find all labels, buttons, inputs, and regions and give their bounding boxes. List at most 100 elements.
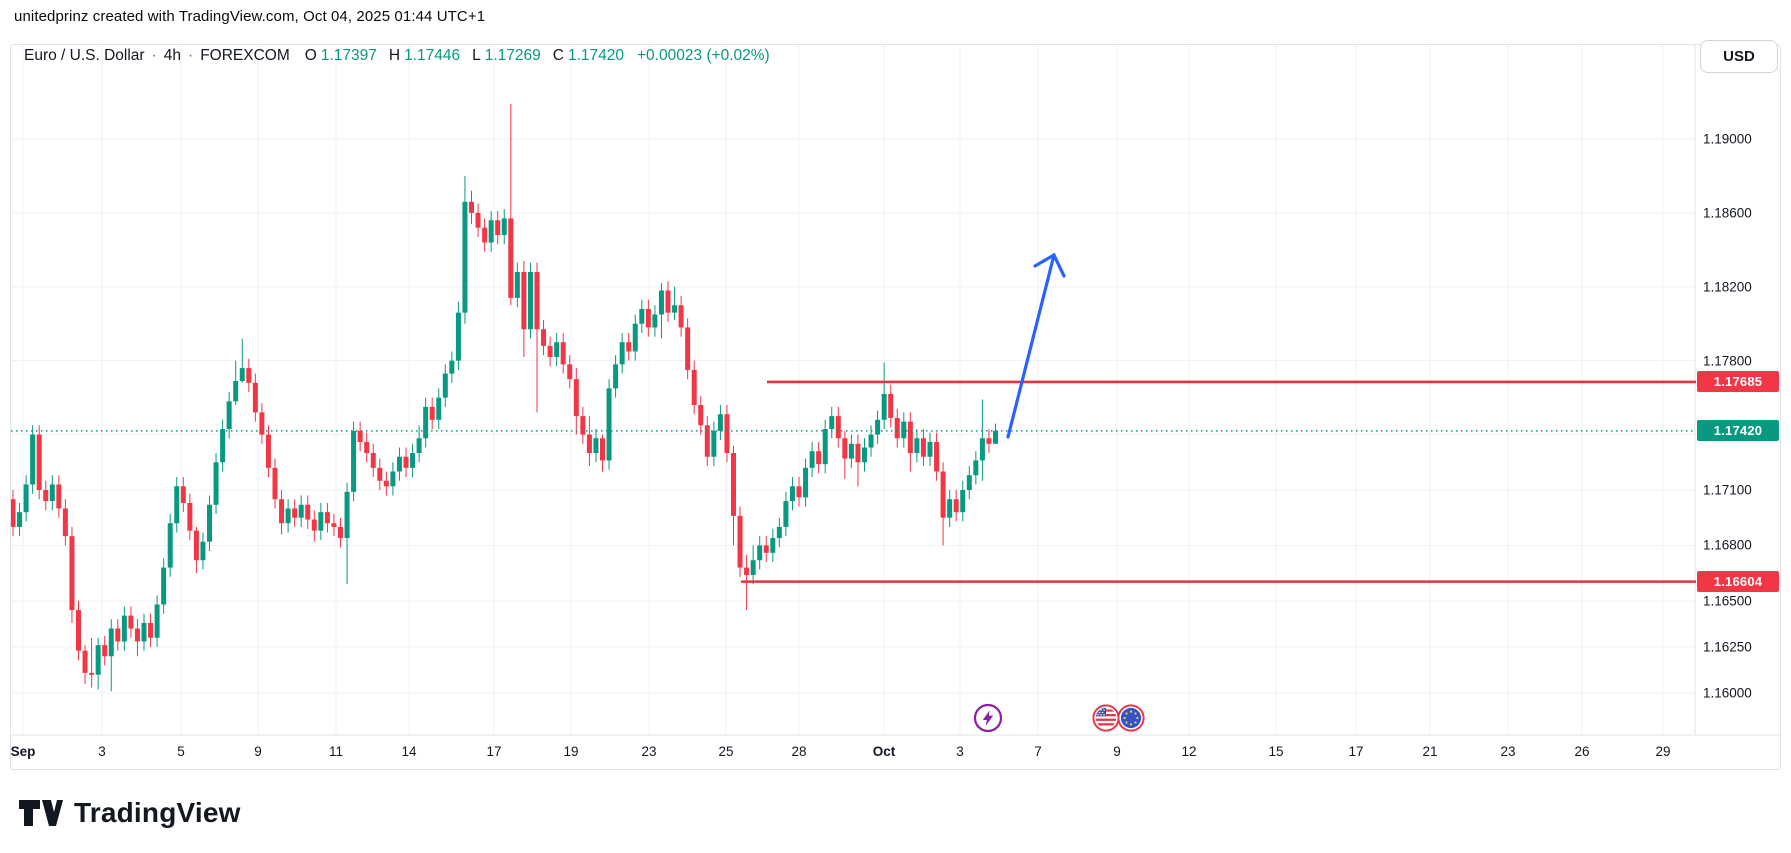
attribution-text: unitedprinz created with TradingView.com… (14, 8, 486, 25)
candle-up (862, 438, 867, 472)
candle-down (737, 506, 743, 577)
candle-up (554, 332, 560, 367)
time-tick-label: 7 (1034, 744, 1042, 759)
candle-down (940, 462, 946, 546)
candle-up (226, 392, 232, 439)
time-tick-label: 28 (791, 744, 807, 759)
candle-up (95, 637, 101, 690)
separator: · (151, 47, 157, 64)
price-tick-label: 1.19000 (1703, 131, 1752, 147)
candle-down (600, 434, 605, 472)
candle-down (763, 536, 769, 563)
economic-event-lightning-icon[interactable] (972, 702, 1004, 739)
time-tick-label: 14 (401, 744, 417, 759)
candle-up (49, 475, 55, 511)
low-label: L (472, 47, 481, 64)
candle-up (416, 425, 422, 463)
candle-up (298, 495, 304, 527)
candle-down (560, 332, 566, 374)
candle-down (626, 332, 632, 361)
time-tick-label: 25 (718, 744, 734, 759)
candle-down (364, 432, 370, 463)
candle-down (586, 416, 592, 466)
candle-down (331, 514, 337, 537)
candle-up (993, 423, 998, 444)
high-value: 1.17446 (404, 47, 461, 64)
candle-down (89, 637, 95, 688)
candle-down (842, 430, 848, 479)
candle-down (665, 281, 671, 322)
candle-up (449, 351, 455, 383)
interval-label[interactable]: 4h (163, 47, 182, 64)
candle-down (567, 355, 573, 389)
candle-down (128, 606, 134, 638)
time-tick-label: 17 (486, 744, 502, 759)
candle-down (953, 489, 959, 522)
exchange-label[interactable]: FOREXCOM (200, 47, 290, 64)
candle-down (252, 373, 258, 422)
candle-up (593, 429, 599, 463)
candle-up (848, 434, 854, 468)
candle-down (731, 445, 736, 546)
candle-down (645, 299, 651, 337)
currency-button[interactable]: USD (1700, 40, 1778, 73)
economic-event-flags-icon[interactable] (1091, 702, 1149, 739)
low-value: 1.17269 (484, 47, 541, 64)
candle-up (351, 421, 357, 502)
candle-up (711, 421, 717, 466)
candle-down (934, 432, 940, 481)
candle-up (606, 379, 612, 470)
candle-up (619, 332, 625, 374)
time-tick-label: 3 (956, 744, 964, 759)
trend-arrow[interactable] (1006, 252, 1066, 439)
price-tick-label: 1.16800 (1703, 537, 1752, 553)
candle-up (410, 443, 416, 478)
candle-down (259, 403, 265, 444)
candle-down (56, 475, 62, 518)
candle-up (979, 399, 985, 481)
candle-up (17, 502, 23, 537)
time-tick-label: 11 (328, 744, 344, 759)
candle-up (488, 211, 494, 252)
candle-down (678, 296, 684, 337)
candle-up (108, 619, 114, 692)
time-tick-label: 23 (641, 744, 657, 759)
high-label: H (388, 47, 401, 64)
candle-down (521, 260, 527, 357)
tradingview-logo[interactable]: TradingView (18, 797, 241, 829)
grid (11, 44, 1695, 735)
candle-down (429, 397, 435, 430)
candle-down (907, 412, 913, 472)
candle-down (357, 421, 363, 452)
symbol-title[interactable]: Euro / U.S. Dollar (24, 47, 145, 64)
candle-up (783, 491, 789, 537)
candle-up (396, 447, 402, 481)
candle-down (134, 619, 140, 657)
candle-up (717, 405, 723, 441)
candle-up (947, 489, 953, 527)
candle-down (324, 502, 330, 533)
candle-down (894, 408, 900, 448)
candle-up (770, 528, 776, 563)
candle-down (370, 443, 376, 478)
candle-down (698, 395, 704, 435)
candle-up (390, 462, 396, 496)
separator: · (188, 47, 194, 64)
candle-up (213, 453, 219, 515)
candle-down (888, 384, 894, 428)
candle-up (875, 410, 881, 444)
candle-up (239, 338, 245, 383)
time-tick-label: 17 (1348, 744, 1364, 759)
candle-up (167, 514, 173, 577)
open-label: O (304, 47, 317, 64)
time-tick-label: 19 (563, 744, 579, 759)
time-tick-label: 26 (1574, 744, 1590, 759)
price-tick-label: 1.16250 (1703, 639, 1752, 655)
candle-down (855, 434, 861, 487)
axis-borders (10, 44, 1781, 736)
candle-up (927, 432, 933, 466)
time-tick-label: 9 (1113, 744, 1121, 759)
candle-up (527, 262, 533, 339)
